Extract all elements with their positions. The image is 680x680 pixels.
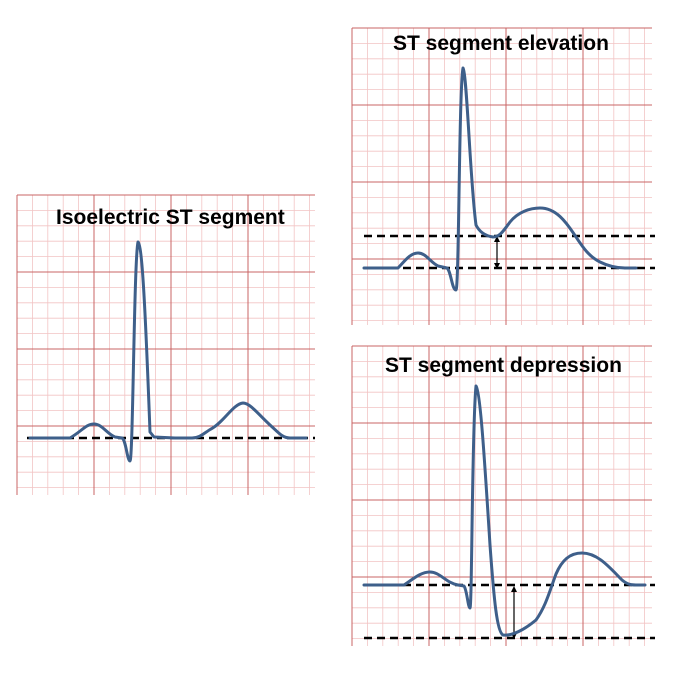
ecg-grid-isoelectric <box>16 194 315 495</box>
ecg-waveform-depression <box>362 384 647 637</box>
ecg-grid-depression <box>351 345 652 646</box>
ecg-waveform-isoelectric <box>28 240 308 463</box>
panel-elevation: ST segment elevation <box>351 27 655 325</box>
panel-title-isoelectric: Isoelectric ST segment <box>56 206 285 229</box>
panel-title-depression: ST segment depression <box>385 354 622 377</box>
ecg-waveform-elevation <box>362 66 638 292</box>
panel-title-elevation: ST segment elevation <box>393 32 609 55</box>
panel-isoelectric: Isoelectric ST segment <box>16 194 315 495</box>
panel-depression: ST segment depression <box>351 345 655 646</box>
ecg-grid-elevation <box>351 27 652 325</box>
